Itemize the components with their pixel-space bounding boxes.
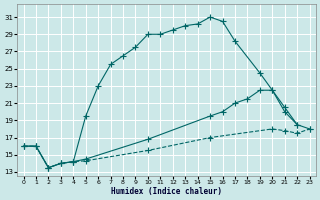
X-axis label: Humidex (Indice chaleur): Humidex (Indice chaleur) [111, 187, 222, 196]
